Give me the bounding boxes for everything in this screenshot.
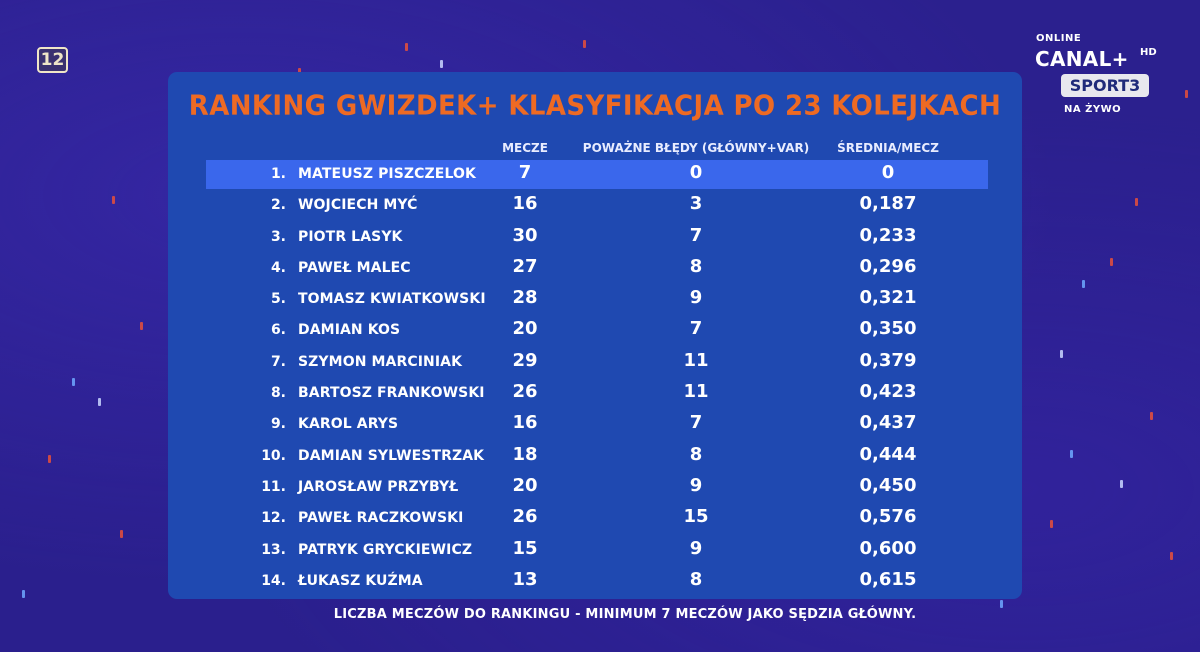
errors-cell: 8 [689,568,703,590]
average-cell: 0,350 [859,318,917,340]
errors-cell: 11 [683,349,709,371]
table-row: 14. ŁUKASZ KUŹMA 13 8 0,615 [206,566,988,597]
errors-cell: 9 [689,287,703,309]
average-cell: 0,576 [859,506,917,528]
matches-cell: 16 [512,193,538,215]
matches-cell: 26 [512,381,538,403]
rank-cell: 13. [261,541,286,558]
referee-name: TOMASZ KWIATKOWSKI [298,291,486,308]
matches-cell: 28 [512,287,538,309]
ranking-table: 1. MATEUSZ PISZCZELOK 7 0 0 2. WOJCIECH MYĆ 16 3… [206,159,988,597]
rank-cell: 4. [270,259,286,276]
rank-cell: 12. [261,510,286,527]
ranking-footnote: LICZBA MECZÓW DO RANKINGU - MINIMUM 7 ME… [333,607,917,622]
rank-cell: 10. [261,447,286,464]
average-cell: 0,600 [859,537,917,559]
errors-cell: 7 [689,318,703,340]
table-row: 9. KAROL ARYS 16 7 0,437 [206,409,988,440]
matches-cell: 18 [512,443,538,465]
rank-cell: 1. [270,166,286,182]
table-row: 10. DAMIAN SYLWESTRZAK 18 8 0,444 [206,441,988,472]
rank-cell: 7. [270,353,286,370]
average-cell: 0,615 [859,568,917,590]
rank-cell: 14. [261,572,286,589]
broadcaster-logo: ONLINE CANAL+ HD SPORT3 NA ŻYWO [1030,32,1165,122]
errors-cell: 7 [689,224,703,246]
referee-name: DAMIAN KOS [298,322,401,339]
canal-plus-logo: CANAL+ [1035,47,1129,71]
average-cell: 0,450 [859,474,917,496]
average-cell: 0,233 [859,224,917,246]
matches-cell: 20 [512,318,538,340]
referee-name: PAWEŁ RACZKOWSKI [298,510,464,527]
errors-cell: 0 [689,162,703,183]
rank-cell: 3. [270,228,286,245]
referee-name: WOJCIECH MYĆ [298,197,418,214]
referee-name: JAROSŁAW PRZYBYŁ [298,478,459,495]
matches-cell: 29 [512,349,538,371]
referee-name: PAWEŁ MALEC [298,259,411,276]
errors-cell: 9 [689,474,703,496]
average-cell: 0,379 [859,349,917,371]
referee-name: MATEUSZ PISZCZELOK [298,166,476,182]
hd-label: HD [1140,47,1157,58]
matches-cell: 13 [512,568,538,590]
rank-cell: 8. [270,385,286,402]
average-cell: 0,437 [859,412,917,434]
table-row: 4. PAWEŁ MALEC 27 8 0,296 [206,253,988,284]
errors-cell: 11 [683,381,709,403]
average-cell: 0,423 [859,381,917,403]
age-rating-badge: 12 [37,47,68,73]
matches-cell: 16 [512,412,538,434]
table-row: 8. BARTOSZ FRANKOWSKI 26 11 0,423 [206,378,988,409]
errors-cell: 8 [689,443,703,465]
table-row: 5. TOMASZ KWIATKOWSKI 28 9 0,321 [206,284,988,315]
errors-cell: 3 [689,193,703,215]
average-cell: 0,187 [859,193,917,215]
table-row: 12. PAWEŁ RACZKOWSKI 26 15 0,576 [206,503,988,534]
table-row: 2. WOJCIECH MYĆ 16 3 0,187 [206,190,988,221]
matches-cell: 7 [518,162,532,183]
table-row: 6. DAMIAN KOS 20 7 0,350 [206,315,988,346]
referee-name: ŁUKASZ KUŹMA [298,572,423,589]
online-label: ONLINE [1036,33,1082,44]
live-label: NA ŻYWO [1064,104,1122,115]
sport-channel-badge: SPORT3 [1061,74,1149,97]
errors-cell: 15 [683,506,709,528]
referee-name: DAMIAN SYLWESTRZAK [298,447,485,464]
rank-cell: 11. [261,478,286,495]
referee-name: BARTOSZ FRANKOWSKI [298,385,485,402]
header-matches: MECZE [502,141,548,155]
average-cell: 0,444 [859,443,917,465]
ranking-panel: RANKING GWIZDEK+ KLASYFIKACJA PO 23 KOLE… [168,72,1022,599]
referee-name: PIOTR LASYK [298,228,403,245]
errors-cell: 7 [689,412,703,434]
table-row: 3. PIOTR LASYK 30 7 0,233 [206,222,988,253]
average-cell: 0,296 [859,255,917,277]
table-row: 1. MATEUSZ PISZCZELOK 7 0 0 [206,159,988,190]
matches-cell: 27 [512,255,538,277]
referee-name: SZYMON MARCINIAK [298,353,463,370]
average-cell: 0 [881,162,895,183]
rank-cell: 9. [270,416,286,433]
table-row: 11. JAROSŁAW PRZYBYŁ 20 9 0,450 [206,472,988,503]
errors-cell: 9 [689,537,703,559]
matches-cell: 15 [512,537,538,559]
matches-cell: 30 [512,224,538,246]
errors-cell: 8 [689,255,703,277]
referee-name: PATRYK GRYCKIEWICZ [298,541,473,558]
rank-cell: 6. [270,322,286,339]
average-cell: 0,321 [859,287,917,309]
header-average: ŚREDNIA/MECZ [837,141,939,155]
header-errors: POWAŻNE BŁĘDY (GŁÓWNY+VAR) [582,141,810,155]
rank-cell: 2. [270,197,286,214]
matches-cell: 26 [512,506,538,528]
table-row: 7. SZYMON MARCINIAK 29 11 0,379 [206,347,988,378]
referee-name: KAROL ARYS [298,416,399,433]
ranking-title: RANKING GWIZDEK+ KLASYFIKACJA PO 23 KOLE… [188,90,1002,122]
rank-cell: 5. [270,291,286,308]
matches-cell: 20 [512,474,538,496]
table-row: 13. PATRYK GRYCKIEWICZ 15 9 0,600 [206,535,988,566]
